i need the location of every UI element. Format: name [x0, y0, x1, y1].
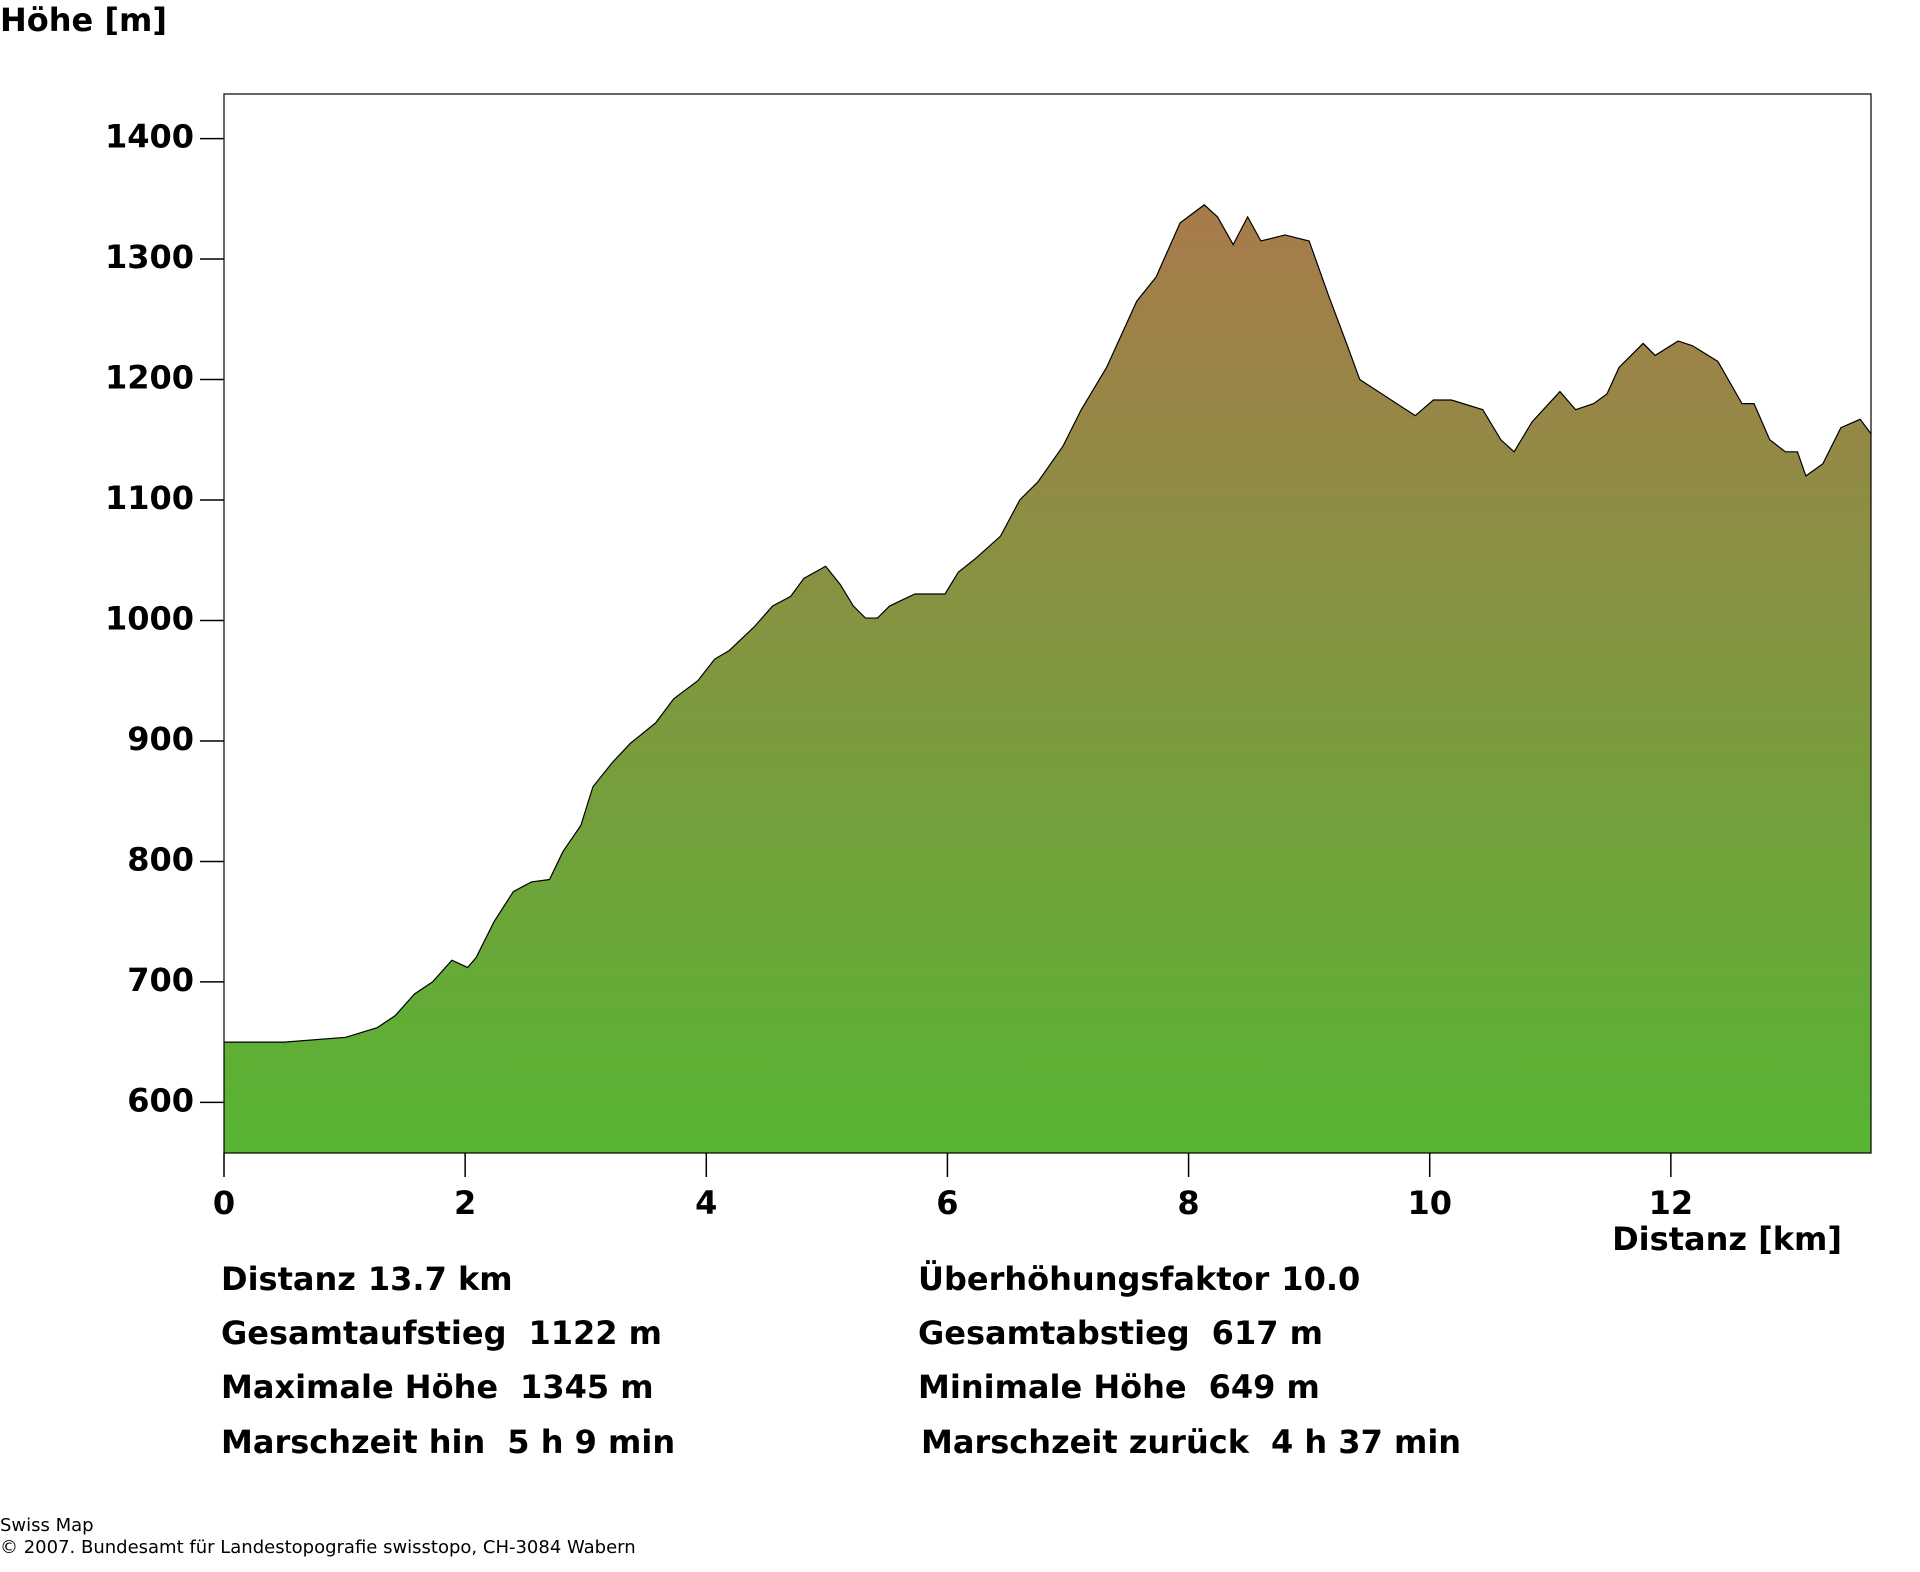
- stat: Minimale Höhe 649 m: [918, 1368, 1320, 1406]
- stat-label: Gesamtabstieg: [918, 1314, 1190, 1352]
- x-tick-label: 10: [1407, 1184, 1452, 1222]
- x-tick-label: 12: [1649, 1184, 1694, 1222]
- stat-value: 10.0: [1281, 1260, 1360, 1298]
- x-tick-label: 0: [213, 1184, 235, 1222]
- plot-frame: [223, 93, 1872, 1154]
- stat-value: 649 m: [1209, 1368, 1320, 1406]
- y-tick-label: 1000: [105, 599, 194, 637]
- stat-label: Distanz: [221, 1260, 356, 1298]
- stat-label: Überhöhungsfaktor: [918, 1260, 1270, 1298]
- stat: Überhöhungsfaktor 10.0: [918, 1260, 1360, 1298]
- stat: Gesamtabstieg 617 m: [918, 1314, 1323, 1352]
- footer-line: © 2007. Bundesamt für Landestopografie s…: [0, 1537, 636, 1558]
- x-tick-label: 4: [695, 1184, 717, 1222]
- stat: Distanz 13.7 km: [221, 1260, 513, 1298]
- stat-label: Maximale Höhe: [221, 1368, 498, 1406]
- stat-value: 4 h 37 min: [1271, 1423, 1461, 1461]
- y-tick-label: 1200: [105, 359, 194, 397]
- stat: Marschzeit zurück 4 h 37 min: [921, 1423, 1461, 1461]
- stat: Maximale Höhe 1345 m: [221, 1368, 654, 1406]
- x-tick-label: 8: [1177, 1184, 1199, 1222]
- y-tick-label: 900: [127, 720, 194, 758]
- y-tick-label: 700: [127, 961, 194, 999]
- stat-label: Minimale Höhe: [918, 1368, 1187, 1406]
- y-tick-label: 800: [127, 840, 194, 878]
- y-tick-label: 1400: [105, 118, 194, 156]
- y-tick-label: 1100: [105, 479, 194, 517]
- stat-label: Gesamtaufstieg: [221, 1314, 506, 1352]
- stat-label: Marschzeit hin: [221, 1423, 485, 1461]
- stat-value: 1345 m: [520, 1368, 654, 1406]
- stat-value: 5 h 9 min: [507, 1423, 675, 1461]
- x-tick-label: 6: [936, 1184, 958, 1222]
- y-tick-label: 1300: [105, 238, 194, 276]
- area: [224, 204, 1871, 1153]
- y-tick-label: 600: [127, 1081, 194, 1119]
- stat: Gesamtaufstieg 1122 m: [221, 1314, 662, 1352]
- x-axis-label: Distanz [km]: [1612, 1220, 1842, 1258]
- profile-line: [224, 204, 1872, 1043]
- stat: Marschzeit hin 5 h 9 min: [221, 1423, 675, 1461]
- x-tick-label: 2: [454, 1184, 476, 1222]
- y-axis-label: Höhe [m]: [0, 1, 167, 39]
- footer-line: Swiss Map: [0, 1515, 94, 1536]
- stat-label: Marschzeit zurück: [921, 1423, 1250, 1461]
- stat-value: 13.7 km: [368, 1260, 513, 1298]
- stat-value: 617 m: [1212, 1314, 1323, 1352]
- stat-value: 1122 m: [528, 1314, 662, 1352]
